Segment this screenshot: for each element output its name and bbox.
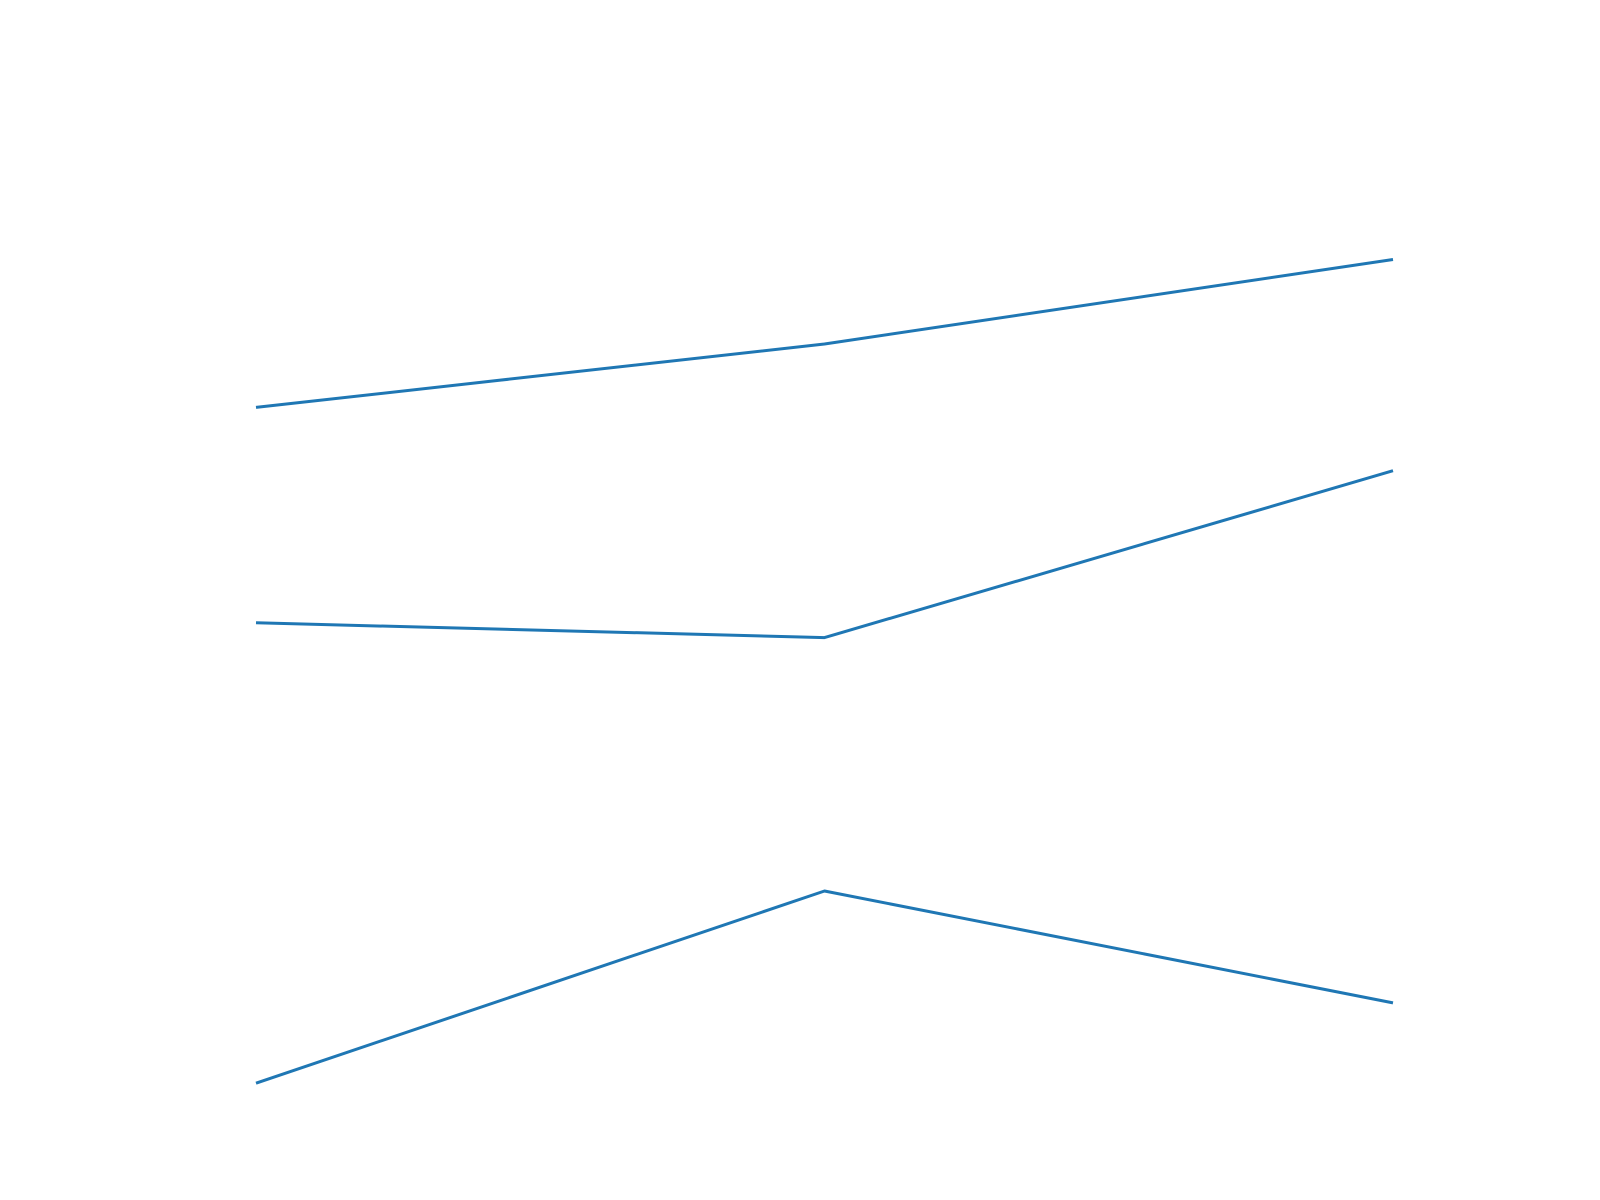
series-line-1 [255,258,1394,409]
series-line-3 [255,889,1394,1085]
series-line-2 [255,469,1394,640]
plot-area [255,258,1394,1085]
